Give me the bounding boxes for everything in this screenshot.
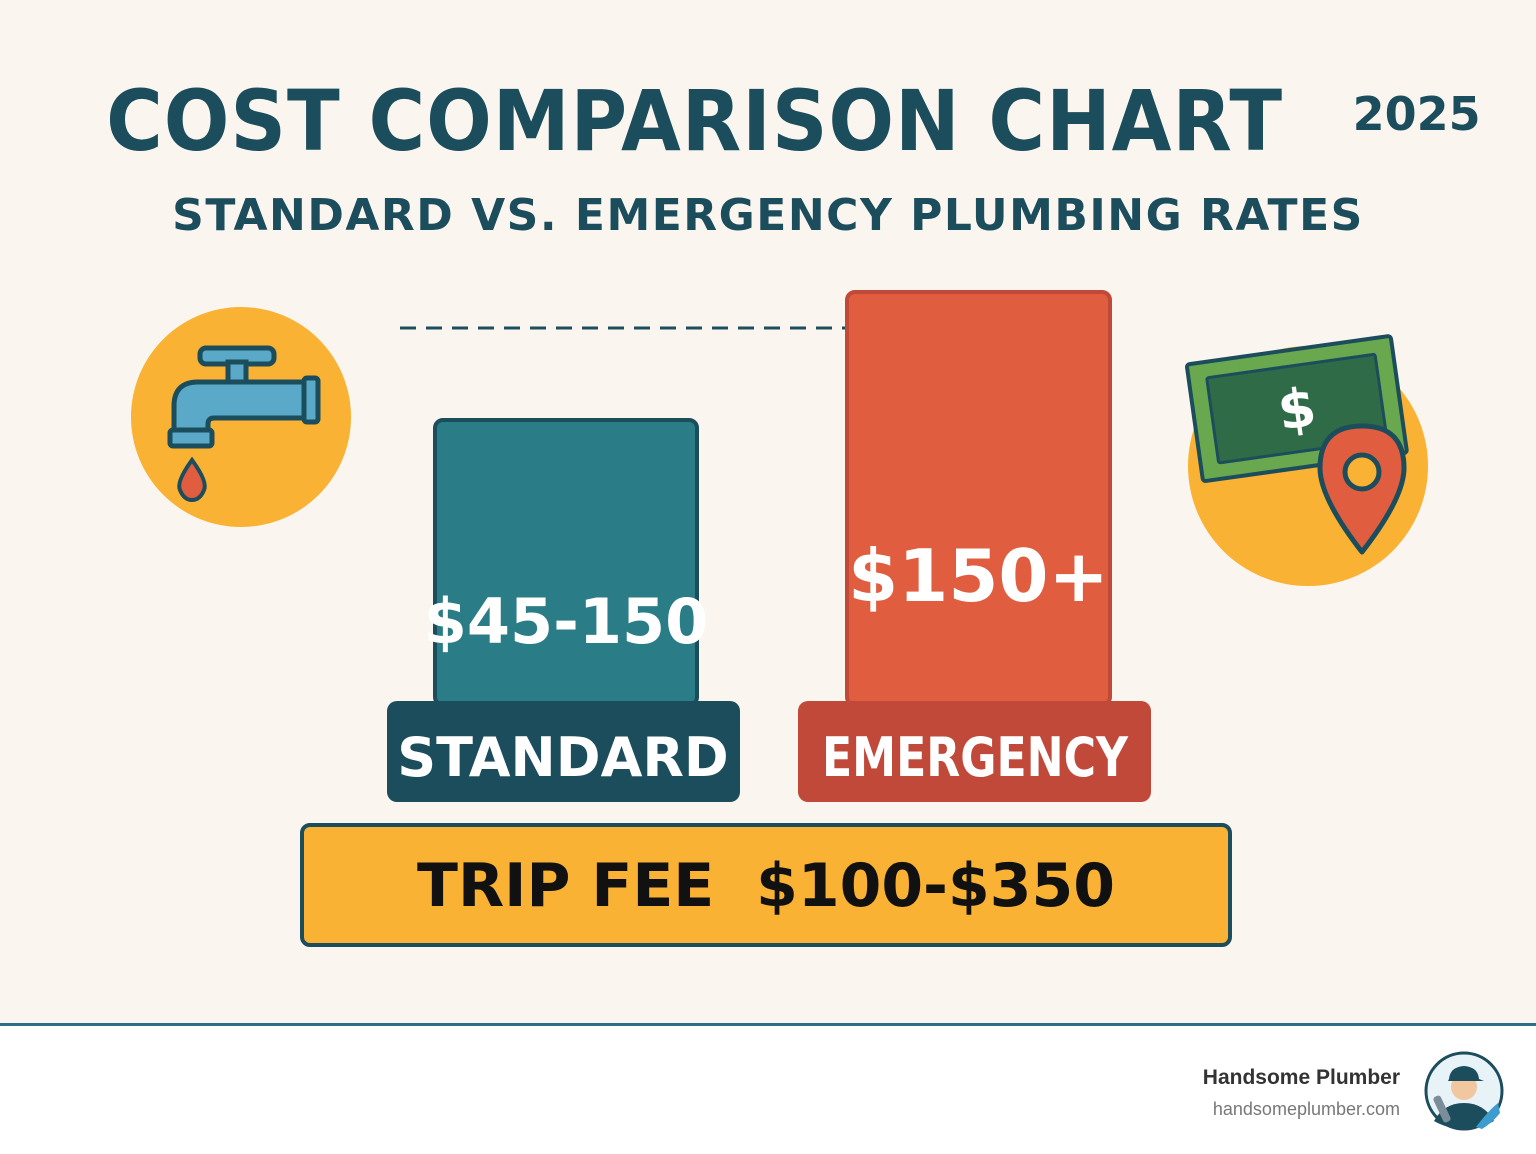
money-location-icon: $: [1185, 334, 1428, 586]
chart-subtitle: STANDARD VS. EMERGENCY PLUMBING RATES: [172, 190, 1364, 241]
footer-divider: [0, 1023, 1536, 1026]
footer: [0, 1026, 1536, 1154]
brand-name: Handsome Plumber: [1202, 1066, 1400, 1089]
bar-standard: [433, 418, 699, 707]
faucet-icon: [131, 307, 351, 527]
trip-fee-box: [300, 823, 1232, 947]
category-plate-standard: [387, 701, 740, 802]
title-year: 2025: [1352, 87, 1481, 141]
brand-url: handsomeplumber.com: [1212, 1099, 1400, 1119]
title-text: COST COMPARISON CHART: [106, 72, 1284, 170]
trip-fee-label: TRIP FEE $100-$350: [417, 851, 1115, 921]
category-label-standard: STANDARD: [397, 726, 729, 789]
chart-title: COST COMPARISON CHART 2025: [0, 72, 1536, 170]
bar-emergency: [845, 290, 1112, 707]
plumber-avatar-icon: [1424, 1051, 1504, 1131]
svg-text:$: $: [1274, 375, 1320, 443]
value-label-standard: $45-150: [424, 585, 709, 658]
value-label-emergency: $150+: [848, 534, 1109, 618]
category-plate-emergency: [798, 701, 1151, 802]
category-label-emergency: EMERGENCY: [822, 726, 1129, 789]
bar-chart: $45-150 $150+ STANDARD EMERGENCY TRIP FE…: [300, 290, 1232, 947]
